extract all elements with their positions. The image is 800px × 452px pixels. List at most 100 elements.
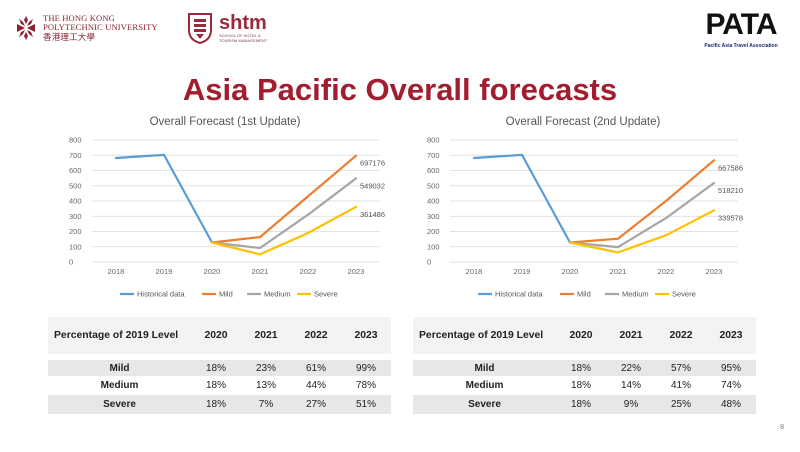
series-line-severe [210,205,358,256]
shtm-subtitle-line1: SCHOOL OF HOTEL & [219,33,261,38]
x-tick-label: 2020 [562,267,579,276]
table-row: Severe 18% 7% 27% 51% [48,395,391,414]
y-tick-label: 700 [69,151,82,160]
y-tick-label: 600 [69,166,82,175]
shtm-wordmark: shtm [219,12,267,34]
table-header-row: Percentage of 2019 Level 2020 2021 2022 … [48,317,391,360]
y-tick-label: 300 [69,212,82,221]
table-cell: 41% [656,376,706,395]
y-tick-label: 800 [69,136,82,145]
pata-subtitle: Pacific Asia Travel Association [704,43,778,49]
table-row: Mild 18% 22% 57% 95% [413,357,756,376]
y-tick-label: 100 [69,242,82,251]
series-line-severe [568,209,716,254]
polyu-name-line1: THE HONG KONG [43,12,115,23]
table-row: Severe 18% 9% 25% 48% [413,395,756,414]
data-label: 339578 [718,213,743,222]
chart-2nd-update: Overall Forecast (2nd Update) 0 100 200 300 4… [408,112,758,307]
row-label: Severe [48,395,191,414]
x-tick-label: 2023 [348,267,365,276]
x-tick-label: 2018 [108,267,125,276]
data-label: 697176 [360,159,385,168]
table-cell: 51% [341,395,391,414]
shtm-subtitle-line2: TOURISM MANAGEMENT [219,38,268,43]
y-tick-label: 100 [427,242,440,251]
polyu-emblem-icon [17,16,35,40]
legend-label: Medium [264,290,291,299]
chart-1st-update: Overall Forecast (1st Update) 0 100 200 300 4… [50,112,400,307]
table-header-cell: 2023 [706,317,756,360]
row-label: Mild [48,357,191,376]
table-header-cell: 2022 [291,317,341,360]
chart-2nd-update-svg: Overall Forecast (2nd Update) 0 100 200 300 4… [427,116,743,299]
table-row: Mild 18% 23% 61% 99% [48,357,391,376]
polyu-logo: THE HONG KONG POLYTECHNIC UNIVERSITY 香港理… [14,12,164,44]
row-label: Severe [413,395,556,414]
table-cell: 95% [706,357,756,376]
table-cell: 9% [606,395,656,414]
table-cell: 99% [341,357,391,376]
table-cell: 18% [556,395,606,414]
x-tick-label: 2021 [252,267,269,276]
chart-title: Overall Forecast (1st Update) [150,116,301,128]
table-cell: 74% [706,376,756,395]
data-label: 518210 [718,186,743,195]
row-label: Medium [413,376,556,395]
y-tick-label: 500 [69,181,82,190]
slide-number: 8 [780,424,784,431]
y-tick-label: 700 [427,151,440,160]
table-header-cell: Percentage of 2019 Level [48,317,191,360]
legend-label: Mild [577,290,591,299]
table-cell: 18% [191,376,241,395]
table-header-cell: 2020 [191,317,241,360]
x-tick-label: 2019 [156,267,173,276]
y-tick-label: 0 [69,258,73,267]
table-header-cell: 2020 [556,317,606,360]
data-label: 361486 [360,210,385,219]
polyu-name-chinese: 香港理工大學 [43,31,96,42]
legend-label: Historical data [137,290,185,299]
series-line-mild [568,159,716,244]
y-tick-label: 200 [427,227,440,236]
table-cell: 18% [556,376,606,395]
row-label: Mild [413,357,556,376]
table-header-cell: 2021 [241,317,291,360]
data-label: 667586 [718,163,743,172]
chart-title: Overall Forecast (2nd Update) [506,116,661,128]
table-cell: 78% [341,376,391,395]
table-cell: 25% [656,395,706,414]
table-row: Medium 18% 13% 44% 78% [48,376,391,395]
y-tick-label: 500 [427,181,440,190]
y-tick-label: 200 [69,227,82,236]
legend-label: Medium [622,290,649,299]
series-line-medium [210,177,358,250]
percentage-table-1st-update: Percentage of 2019 Level 2020 2021 2022 … [48,317,391,414]
polyu-name-line2: POLYTECHNIC UNIVERSITY [43,22,158,33]
table-header-cell: Percentage of 2019 Level [413,317,556,360]
table-cell: 57% [656,357,706,376]
legend-label: Severe [672,290,696,299]
shtm-shield-icon [188,13,212,44]
x-tick-label: 2021 [610,267,627,276]
x-tick-label: 2018 [466,267,483,276]
table-cell: 13% [241,376,291,395]
table-cell: 44% [291,376,341,395]
row-label: Medium [48,376,191,395]
data-label: 549032 [360,181,385,190]
pata-wordmark: PATA [705,8,778,41]
series-line-medium [568,181,716,249]
table-cell: 27% [291,395,341,414]
table-cell: 18% [556,357,606,376]
chart-1st-update-svg: Overall Forecast (1st Update) 0 100 200 300 4… [69,116,385,299]
slide-title: Asia Pacific Overall forecasts [182,72,618,107]
pata-logo: PATA Pacific Asia Travel Association [696,8,786,54]
x-tick-label: 2022 [658,267,675,276]
table-header-cell: 2023 [341,317,391,360]
series-line-historical-data [114,153,214,244]
y-tick-label: 300 [427,212,440,221]
table-cell: 14% [606,376,656,395]
table-cell: 7% [241,395,291,414]
legend-label: Severe [314,290,338,299]
table-cell: 61% [291,357,341,376]
legend-label: Historical data [495,290,543,299]
